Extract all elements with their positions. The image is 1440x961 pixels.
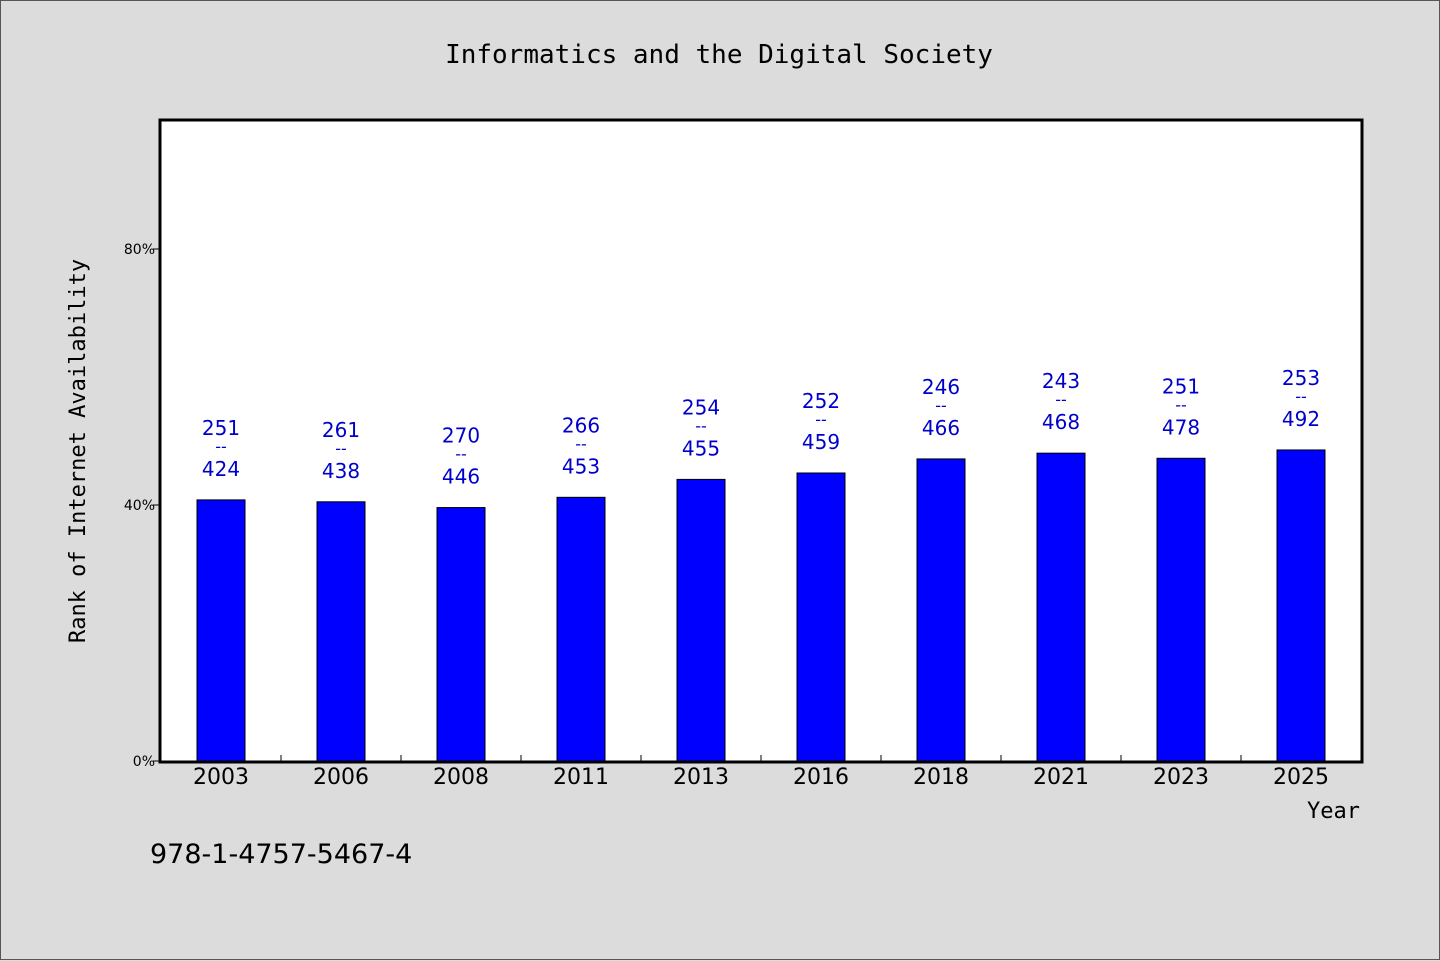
bar-label-separator: -- — [1295, 387, 1307, 406]
bar — [556, 496, 606, 762]
bar-label-numerator: 270 — [442, 424, 480, 448]
bar-label-denominator: 438 — [322, 459, 360, 483]
bar-label-denominator: 455 — [682, 436, 720, 460]
bar-label-denominator: 453 — [562, 454, 600, 478]
bar — [1276, 449, 1326, 762]
y-tick-label: 80% — [124, 242, 155, 258]
bar-label-separator: -- — [1055, 390, 1067, 409]
x-tick-label: 2025 — [1273, 765, 1329, 790]
x-tick-label: 2011 — [553, 765, 609, 790]
bar-label-separator: -- — [215, 437, 227, 456]
bar-label-separator: -- — [1175, 395, 1187, 414]
x-tick-label: 2021 — [1033, 765, 1089, 790]
isbn-text: 978-1-4757-5467-4 — [150, 839, 412, 870]
x-tick-label: 2008 — [433, 765, 489, 790]
y-tick-label: 40% — [124, 498, 155, 514]
bar-label-separator: -- — [815, 410, 827, 429]
bar-label-numerator: 254 — [682, 395, 720, 419]
bar-label-denominator: 446 — [442, 465, 480, 489]
bar-label-separator: -- — [335, 439, 347, 458]
bar-label-numerator: 251 — [1162, 374, 1200, 398]
x-tick-label: 2018 — [913, 765, 969, 790]
bar-label-separator: -- — [935, 396, 947, 415]
y-tick-label: 0% — [133, 754, 155, 770]
x-axis-label: Year — [1307, 799, 1360, 824]
x-tick-label: 2023 — [1153, 765, 1209, 790]
y-axis-label: Rank of Internet Availability — [66, 259, 91, 643]
plot-border — [158, 118, 1364, 764]
bar — [676, 478, 726, 762]
bar-label-separator: -- — [455, 445, 467, 464]
x-tick-label: 2016 — [793, 765, 849, 790]
bar — [1156, 457, 1206, 762]
bar — [316, 501, 366, 762]
bar-label-numerator: 253 — [1282, 366, 1320, 390]
x-tick-label: 2003 — [193, 765, 249, 790]
bar-label-numerator: 246 — [922, 375, 960, 399]
bar-label-numerator: 251 — [202, 416, 240, 440]
bar-label-denominator: 478 — [1162, 415, 1200, 439]
bar-label-separator: -- — [695, 416, 707, 435]
bar-label-denominator: 492 — [1282, 407, 1320, 431]
chart-title: Informatics and the Digital Society — [445, 40, 993, 70]
bar-label-numerator: 261 — [322, 418, 360, 442]
bar-label-denominator: 466 — [922, 416, 960, 440]
bar — [796, 472, 846, 762]
bar-label-denominator: 459 — [802, 430, 840, 454]
bar — [436, 507, 486, 762]
bars-group — [196, 449, 1326, 762]
bar-label-numerator: 252 — [802, 389, 840, 413]
x-tick-label: 2013 — [673, 765, 729, 790]
y-axis: 0% 40% 80% — [124, 242, 161, 770]
bar-label-numerator: 243 — [1042, 369, 1080, 393]
bar-label-numerator: 266 — [562, 413, 600, 437]
bar-label-denominator: 468 — [1042, 410, 1080, 434]
bar — [196, 499, 246, 762]
x-tick-label: 2006 — [313, 765, 369, 790]
bar — [916, 458, 966, 762]
bar-labels-group: 251--424261--438270--446266--453254--455… — [202, 366, 1320, 489]
x-axis: 2003 2006 2008 2011 2013 2016 2018 2021 2023 2025 — [193, 755, 1329, 790]
bar — [1036, 452, 1086, 762]
bar-label-denominator: 424 — [202, 457, 240, 481]
bar-label-separator: -- — [575, 434, 587, 453]
